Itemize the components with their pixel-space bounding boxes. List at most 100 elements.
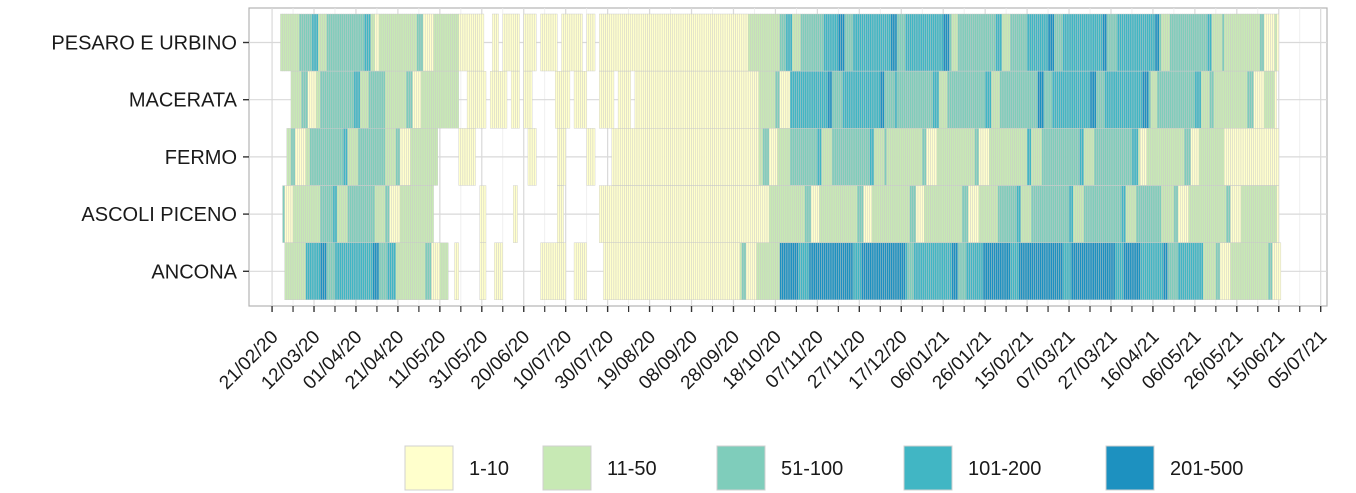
heatmap-cell — [1043, 185, 1047, 243]
heatmap-cell — [1085, 13, 1089, 72]
heatmap-cell — [1142, 128, 1145, 186]
heatmap-cell — [940, 70, 944, 129]
heatmap-cell — [743, 242, 747, 301]
heatmap-cell — [1106, 70, 1110, 129]
heatmap-cell — [615, 13, 619, 72]
heatmap-cell — [1272, 70, 1275, 129]
heatmap-cell — [1031, 185, 1034, 243]
heatmap-cell — [1217, 242, 1221, 301]
heatmap-cell — [334, 70, 338, 129]
heatmap-cell — [504, 13, 508, 72]
heatmap-cell — [534, 128, 537, 186]
heatmap-cell — [301, 185, 304, 243]
heatmap-cell — [1192, 242, 1196, 301]
heatmap-cell — [1209, 13, 1212, 72]
heatmap-cell — [561, 13, 564, 72]
heatmap-cell — [737, 70, 740, 129]
heatmap-cell — [745, 128, 749, 186]
heatmap-cell — [408, 185, 411, 243]
heatmap-cell — [901, 185, 904, 243]
heatmap-cell — [1253, 185, 1256, 243]
heatmap-cell — [1008, 13, 1011, 72]
heatmap-cell — [292, 242, 296, 301]
heatmap-cell — [513, 185, 516, 243]
heatmap-cell — [1087, 128, 1091, 186]
heatmap-cell — [393, 185, 397, 243]
heatmap-cell — [976, 242, 980, 301]
heatmap-cell — [607, 13, 610, 72]
heatmap-cell — [1068, 70, 1072, 129]
heatmap-cell — [739, 128, 743, 186]
heatmap-cell — [473, 70, 476, 129]
heatmap-cell — [1089, 185, 1093, 243]
heatmap-cell — [389, 70, 392, 129]
heatmap-cell — [756, 13, 759, 72]
heatmap-cell — [615, 242, 619, 301]
heatmap-cell — [745, 185, 749, 243]
heatmap-cell — [357, 185, 361, 243]
heatmap-cell — [626, 242, 629, 301]
heatmap-cell — [1245, 242, 1248, 301]
heatmap-cell — [1075, 185, 1078, 243]
heatmap-cell — [1236, 242, 1240, 301]
heatmap-cell — [842, 185, 845, 243]
heatmap-cell — [791, 185, 795, 243]
heatmap-cell — [586, 13, 589, 72]
heatmap-cell — [1054, 13, 1057, 72]
heatmap-cell — [1024, 242, 1028, 301]
heatmap-cell — [1238, 128, 1242, 186]
heatmap-cell — [559, 70, 562, 129]
heatmap-cell — [827, 128, 831, 186]
heatmap-cell — [989, 242, 992, 301]
heatmap-cell — [963, 13, 967, 72]
heatmap-cell — [1205, 13, 1208, 72]
heatmap-cell — [808, 70, 812, 129]
heatmap-cell — [362, 242, 365, 301]
heatmap-cell — [703, 128, 707, 186]
heatmap-cell — [1014, 13, 1017, 72]
heatmap-cell — [397, 70, 401, 129]
heatmap-cell — [1033, 185, 1036, 243]
heatmap-cell — [984, 242, 988, 301]
heatmap-cell — [873, 185, 877, 243]
heatmap-cell — [364, 70, 367, 129]
heatmap-cell — [666, 242, 669, 301]
heatmap-cell — [318, 70, 321, 129]
heatmap-cell — [802, 70, 805, 129]
heatmap-cell — [412, 128, 415, 186]
heatmap-cell — [1047, 128, 1051, 186]
heatmap-cell — [655, 242, 659, 301]
heatmap-cell — [877, 185, 881, 243]
heatmap-cell — [775, 242, 778, 301]
heatmap-cell — [357, 128, 361, 186]
y-tick-label: PESARO E URBINO — [51, 33, 237, 55]
heatmap-cell — [1272, 242, 1275, 301]
heatmap-cell — [982, 185, 986, 243]
heatmap-cell — [687, 13, 690, 72]
heatmap-cell — [930, 185, 933, 243]
heatmap-cell — [1028, 185, 1032, 243]
heatmap-cell — [815, 185, 818, 243]
heatmap-cell — [875, 13, 879, 72]
heatmap-cell — [1274, 128, 1277, 186]
heatmap-cell — [1270, 185, 1273, 243]
heatmap-cell — [936, 128, 940, 186]
heatmap-cell — [1167, 185, 1170, 243]
heatmap-cell — [364, 242, 367, 301]
heatmap-cell — [745, 242, 749, 301]
heatmap-cell — [877, 70, 881, 129]
heatmap-cell — [294, 13, 298, 72]
heatmap-cell — [959, 242, 963, 301]
heatmap-cell — [605, 13, 608, 72]
heatmap-cell — [380, 242, 384, 301]
heatmap-cell — [481, 185, 485, 243]
heatmap-cell — [884, 185, 887, 243]
heatmap-cell — [391, 242, 394, 301]
heatmap-cell — [1075, 13, 1078, 72]
heatmap-cell — [353, 128, 357, 186]
heatmap-cell — [1010, 128, 1013, 186]
heatmap-cell — [1112, 185, 1116, 243]
heatmap-cell — [1018, 185, 1021, 243]
heatmap-cell — [326, 242, 329, 301]
heatmap-cell — [336, 128, 340, 186]
